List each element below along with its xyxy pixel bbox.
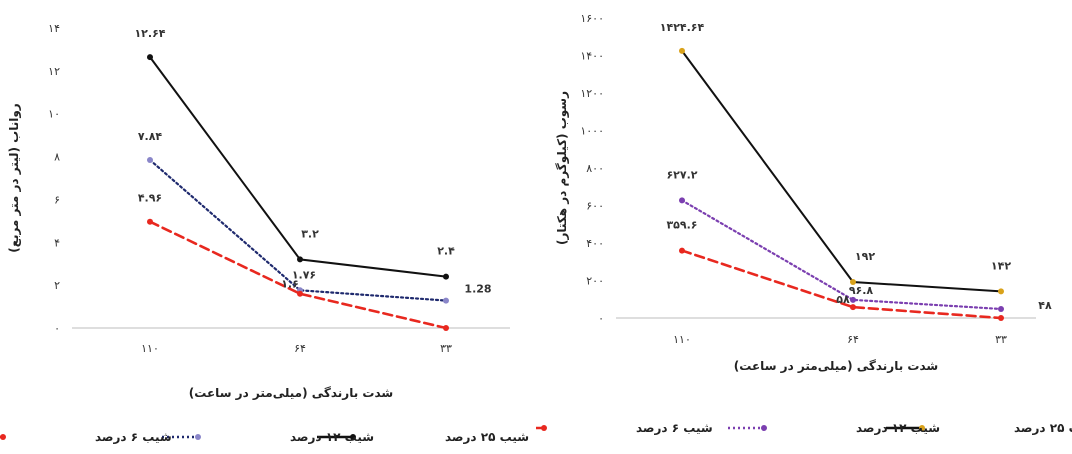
data-point [147, 218, 153, 225]
y-tick-label: ۲ [54, 279, 60, 292]
legend-swatch-marker [761, 425, 767, 431]
data-point [297, 256, 303, 263]
data-label: ۱۴۲۴.۶۴ [660, 21, 705, 34]
y-axis-title: رواناب (لیتر در متر مربع) [7, 103, 22, 253]
y-tick-label: ۸ [54, 151, 60, 164]
data-point [679, 47, 685, 54]
sediment-chart-panel: ۰ ۲۰۰ ۴۰۰ ۶۰۰ ۸۰۰ ۱۰۰۰ ۱۲۰۰ ۱۴۰۰ ۱۶۰۰ ۱۱۰ ۶۴ ۳۳ شدت … [508, 0, 1072, 450]
y-tick-label: ۰ [598, 312, 604, 325]
legend-label: شیب ۲۵ درصد [1014, 421, 1072, 435]
data-label: ۴.۹۶ [138, 192, 162, 205]
series-line [148, 158, 448, 302]
x-tick-label: ۶۴ [847, 333, 859, 346]
series-line [680, 249, 1003, 320]
y-tick-label: ۲۰۰ [586, 275, 604, 288]
data-label: ۷.۸۴ [138, 130, 163, 143]
data-point [443, 297, 449, 304]
legend-swatch-marker [541, 425, 547, 431]
data-label: ۳.۲ [301, 227, 319, 240]
y-tick-label: ۴۰۰ [586, 237, 604, 250]
data-point [998, 315, 1004, 321]
series-line [681, 49, 1002, 293]
y-tick-label: ۴ [54, 236, 60, 249]
x-axis-title: شدت بارندگی (میلی‌متر در ساعت) [734, 359, 938, 373]
data-point [679, 247, 685, 254]
series-line [148, 220, 448, 330]
data-label: ۳۵۹.۶ [666, 219, 697, 232]
legend-label: شیب ۱۲ درصد [856, 421, 940, 435]
y-tick-label: ۰ [54, 322, 60, 335]
data-point [147, 54, 153, 61]
data-point [850, 296, 856, 303]
y-tick-label: ۱۴۰۰ [580, 50, 604, 63]
legend-label: شیب ۱۲ درصد [290, 430, 374, 444]
y-tick-label: ۱۶۰۰ [580, 12, 604, 25]
x-axis-title: شدت بارندگی (میلی‌متر در ساعت) [189, 386, 393, 400]
legend-swatch-marker [0, 434, 6, 440]
data-label: ۶۲۷.۲ [666, 168, 697, 181]
data-point [850, 304, 856, 311]
data-point [850, 279, 856, 285]
y-tick-label: ۱۲ [48, 65, 60, 78]
y-tick-label: ۱۴ [48, 22, 60, 35]
data-label: ۱۹۲ [855, 250, 875, 263]
y-tick-label: ۸۰۰ [586, 162, 604, 175]
y-tick-label: ۶ [54, 193, 60, 206]
y-tick-label: ۱۰ [48, 108, 60, 121]
data-label: ۱.۶ [281, 278, 299, 291]
data-point [147, 157, 153, 163]
data-point [998, 288, 1004, 295]
y-tick-label: ۶۰۰ [586, 200, 604, 213]
legend-label: شیب ۲۵ درصد [445, 430, 529, 444]
data-label: ۹۶.۸ [849, 284, 874, 297]
x-tick-label: ۳۳ [995, 333, 1007, 346]
data-point [443, 273, 449, 280]
legend-label: شیب ۶ درصد [95, 430, 172, 444]
data-label: ۱۴۲ [991, 259, 1011, 272]
data-label: ۴۸ [1038, 299, 1052, 312]
data-label: 1.28 [464, 283, 491, 296]
x-tick-label: ۱۱۰ [673, 333, 691, 346]
x-tick-label: ۶۴ [294, 342, 306, 355]
sediment-chart: ۰ ۲۰۰ ۴۰۰ ۶۰۰ ۸۰۰ ۱۰۰۰ ۱۲۰۰ ۱۴۰۰ ۱۶۰۰ ۱۱۰ ۶۴ ۳۳ شدت … [508, 12, 1072, 435]
x-tick-label: ۳۳ [440, 342, 452, 355]
legend-swatch-marker [350, 434, 356, 440]
data-label: ۱.۷۶ [292, 268, 316, 281]
x-tick-label: ۱۱۰ [141, 342, 159, 355]
legend-label: شیب ۶ درصد [636, 421, 713, 435]
data-label: ۲.۴ [437, 245, 455, 258]
y-tick-label: ۱۰۰۰ [580, 125, 604, 138]
runoff-chart-panel: ۰ ۲ ۴ ۶ ۸ ۱۰ ۱۲ ۱۴ ۱۱۰ ۶۴ ۳۳ شدت بارندگی (میلی‌متر … [0, 0, 536, 450]
data-label: ۵۸ [836, 293, 850, 306]
y-tick-label: ۱۲۰۰ [580, 87, 604, 100]
data-point [443, 325, 449, 331]
data-point [297, 290, 303, 297]
runoff-chart: ۰ ۲ ۴ ۶ ۸ ۱۰ ۱۲ ۱۴ ۱۱۰ ۶۴ ۳۳ شدت بارندگی (میلی‌متر … [0, 22, 529, 444]
legend-swatch-marker [195, 434, 201, 440]
data-point [679, 197, 685, 204]
data-point [998, 306, 1004, 312]
data-label: ۱۲.۶۴ [134, 27, 165, 40]
y-axis-title: رسوب (کیلوگرم در هکتار) [555, 91, 570, 245]
legend-swatch-marker [919, 425, 925, 431]
